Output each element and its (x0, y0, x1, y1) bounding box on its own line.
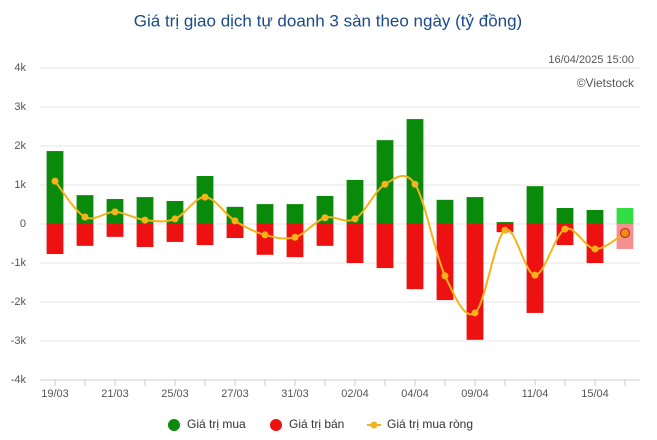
bar (586, 209, 604, 224)
legend-swatch (270, 419, 282, 431)
x-tick-label: 31/03 (281, 388, 309, 400)
bar (316, 224, 334, 246)
y-tick-label: 0 (20, 218, 26, 230)
bar (556, 208, 574, 224)
line-point (291, 233, 299, 241)
line-point (531, 271, 539, 279)
line-point (201, 193, 209, 201)
line-point (591, 245, 599, 253)
bar (106, 224, 124, 237)
bar (166, 200, 184, 224)
y-tick-label: 2k (14, 140, 26, 152)
bar (526, 224, 544, 313)
y-tick-label: -3k (11, 335, 27, 347)
bar (406, 224, 424, 290)
line-point (111, 208, 119, 216)
x-tick-label: 25/03 (161, 388, 189, 400)
x-tick-label: 27/03 (221, 388, 249, 400)
line-point (620, 227, 630, 238)
line-point (441, 272, 449, 280)
line-point (231, 217, 239, 225)
line-point (141, 216, 149, 224)
bar (136, 224, 154, 248)
line-point (81, 213, 89, 221)
bar (406, 119, 424, 224)
bar (226, 224, 244, 239)
bar (346, 224, 364, 263)
line-point (501, 226, 509, 234)
line-point (351, 215, 359, 223)
y-tick-label: -1k (11, 257, 27, 269)
bar (76, 195, 94, 224)
x-tick-label: 09/04 (461, 388, 489, 400)
bar (286, 204, 304, 224)
line-point (381, 180, 389, 188)
line (54, 174, 626, 316)
x-tick-label: 04/04 (401, 388, 429, 400)
line-point (51, 177, 59, 185)
x-tick-label: 02/04 (341, 388, 369, 400)
y-tick-label: 3k (14, 101, 26, 113)
bar (226, 206, 244, 224)
line-point (471, 309, 479, 317)
bar (526, 186, 544, 224)
y-tick-label: 4k (14, 62, 26, 74)
timestamp: 16/04/2025 15:00 (548, 54, 634, 66)
legend-swatch (168, 419, 180, 431)
bar (46, 151, 64, 224)
x-tick-label: 15/04 (581, 388, 609, 400)
bar (466, 197, 484, 224)
line-point (561, 225, 569, 233)
x-tick-label: 21/03 (101, 388, 129, 400)
line-point (321, 214, 329, 222)
bar (436, 224, 454, 301)
line-point (411, 180, 419, 188)
y-tick-label: -4k (11, 374, 27, 386)
bar (166, 224, 184, 242)
bar (586, 224, 604, 263)
bar (346, 179, 364, 224)
bar (136, 197, 154, 224)
credit: ©Vietstock (577, 76, 635, 90)
line-point (171, 215, 179, 223)
x-tick-label: 19/03 (41, 388, 69, 400)
chart-title: Giá trị giao dịch tự doanh 3 sàn theo ng… (134, 11, 522, 30)
bar (376, 224, 394, 269)
x-tick-label: 11/04 (522, 388, 549, 400)
bar (436, 199, 454, 224)
y-tick-label: -2k (11, 296, 27, 308)
bar (616, 208, 634, 224)
legend-label: Giá trị mua (187, 417, 246, 431)
legend-label: Giá trị bán (289, 417, 344, 431)
bar (46, 224, 64, 255)
bar (496, 222, 514, 224)
bar (256, 224, 274, 255)
bar (76, 224, 94, 246)
legend: Giá trị mua Giá trị bán Giá trị mua ròng (168, 417, 473, 431)
bar (196, 224, 214, 246)
line-point (261, 231, 269, 239)
bar (466, 224, 484, 340)
legend-label: Giá trị mua ròng (387, 417, 473, 431)
bar (256, 204, 274, 224)
y-tick-label: 1k (14, 179, 26, 191)
legend-swatch (370, 421, 378, 429)
